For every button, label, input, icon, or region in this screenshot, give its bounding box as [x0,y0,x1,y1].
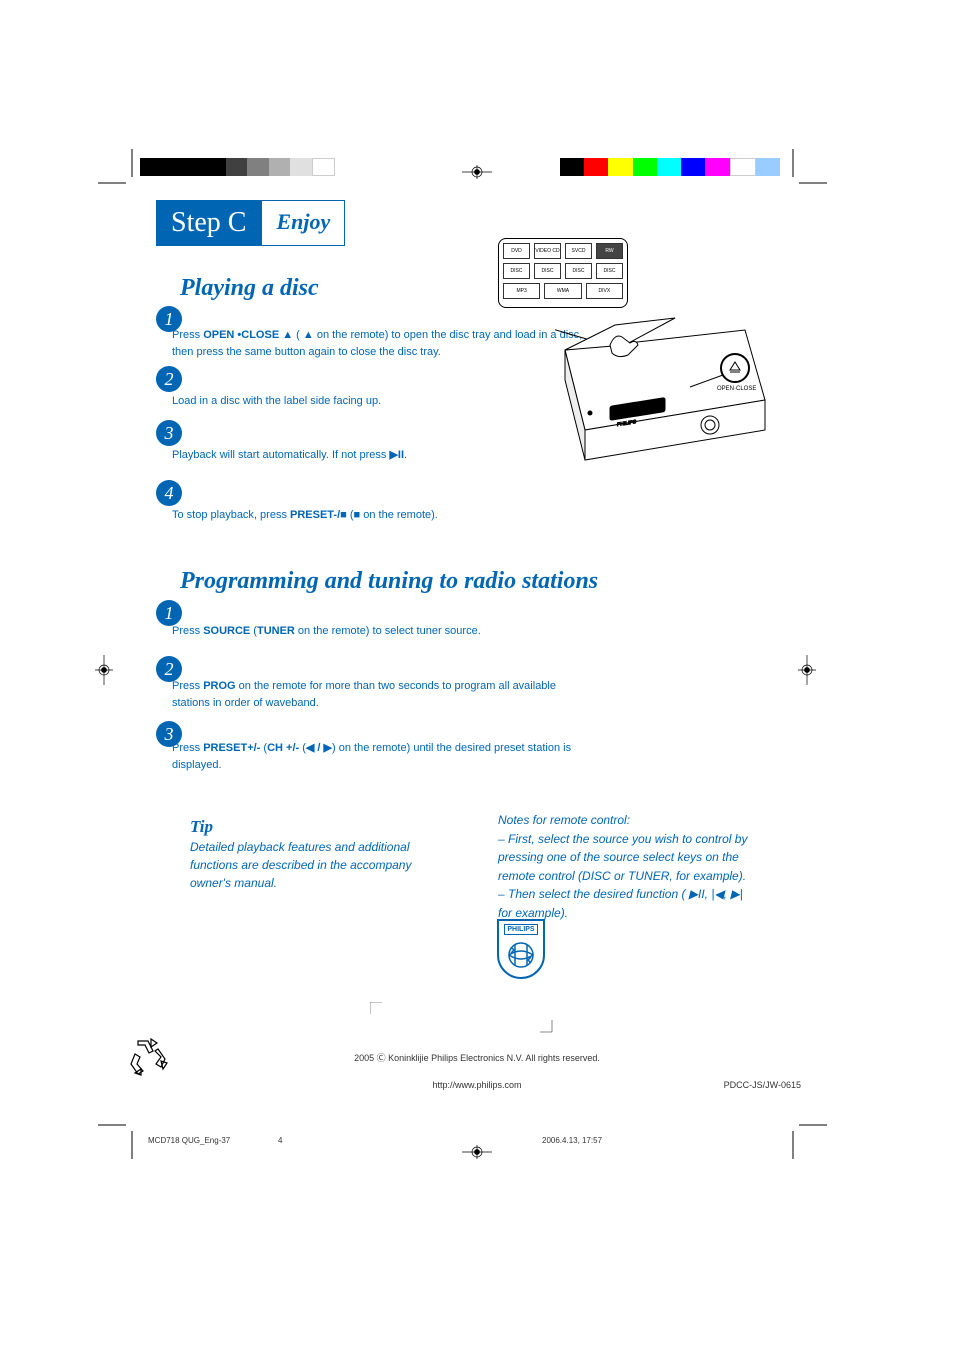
format-badge: RW [596,243,623,259]
section-title-programming: Programming and tuning to radio stations [180,568,598,595]
register-mark-bottom [462,1145,492,1164]
footer-url: http://www.philips.com [0,1080,954,1090]
meta-doc: MCD718 QUG_Eng-37 [148,1136,230,1145]
step-subtitle: Enjoy [261,200,345,246]
step-label: Step C [156,200,261,246]
playing-step-4: To stop playback, press PRESET-/■ (■ on … [172,507,592,524]
colorbar-right [560,158,780,176]
dvd-player-illustration: PHILIPS OPEN·CLOSE [555,310,785,460]
crop-inner-1 [370,1002,388,1020]
page: Step C Enjoy Playing a disc 1 Press OPEN… [0,0,954,1350]
format-badge: VIDEO CD [534,243,561,259]
format-badge: SVCD [565,243,592,259]
playing-step-2: Load in a disc with the label side facin… [172,393,592,410]
register-mark-right [798,655,816,690]
format-badge: MP3 [503,283,540,299]
format-badge: DISC [534,263,561,279]
step-number-3: 3 [156,420,182,446]
meta-date: 2006.4.13, 17:57 [542,1136,602,1145]
crop-mark-br [783,1115,827,1159]
tip-body: Detailed playback features and additiona… [190,838,440,892]
section-title-playing: Playing a disc [180,275,319,302]
tip-title: Tip [190,817,213,837]
colorbar-left [140,158,335,176]
format-badge: DISC [503,263,530,279]
playing-step-1: Press OPEN •CLOSE ▲ ( ▲ on the remote) t… [172,327,592,360]
philips-shield-logo: PHILIPS [497,919,545,979]
prog-step-3: Press PRESET+/- (CH +/- (◀ / ▶) on the r… [172,740,592,773]
step-number-2: 2 [156,366,182,392]
remote-notes: Notes for remote control:– First, select… [498,811,758,923]
format-logos: DVDVIDEO CDSVCDRWDISCDISCDISCDISCMP3WMAD… [498,238,628,308]
footer-code: PDCC-JS/JW-0615 [724,1080,801,1090]
prog-step-2: Press PROG on the remote for more than t… [172,678,592,711]
playing-step-3: Playback will start automatically. If no… [172,447,592,464]
open-close-label: OPEN·CLOSE [717,386,756,392]
crop-mark-tr [783,149,827,193]
register-mark-left [95,655,113,690]
meta-page: 4 [278,1136,282,1145]
crop-mark-bl [98,1115,142,1159]
format-badge: WMA [544,283,581,299]
prog-step-1: Press SOURCE (TUNER on the remote) to se… [172,623,592,640]
format-badge: DIVX [586,283,623,299]
register-mark-top [462,165,492,184]
step-header: Step C Enjoy [156,200,345,246]
format-badge: DISC [596,263,623,279]
step-number-4: 4 [156,480,182,506]
crop-mark-tl [98,149,142,193]
footer-copyright: 2005 Ⓒ Koninklijie Philips Electronics N… [0,1051,954,1064]
philips-brand-text: PHILIPS [504,924,537,935]
crop-inner-2 [540,1020,558,1038]
format-badge: DVD [503,243,530,259]
format-badge: DISC [565,263,592,279]
